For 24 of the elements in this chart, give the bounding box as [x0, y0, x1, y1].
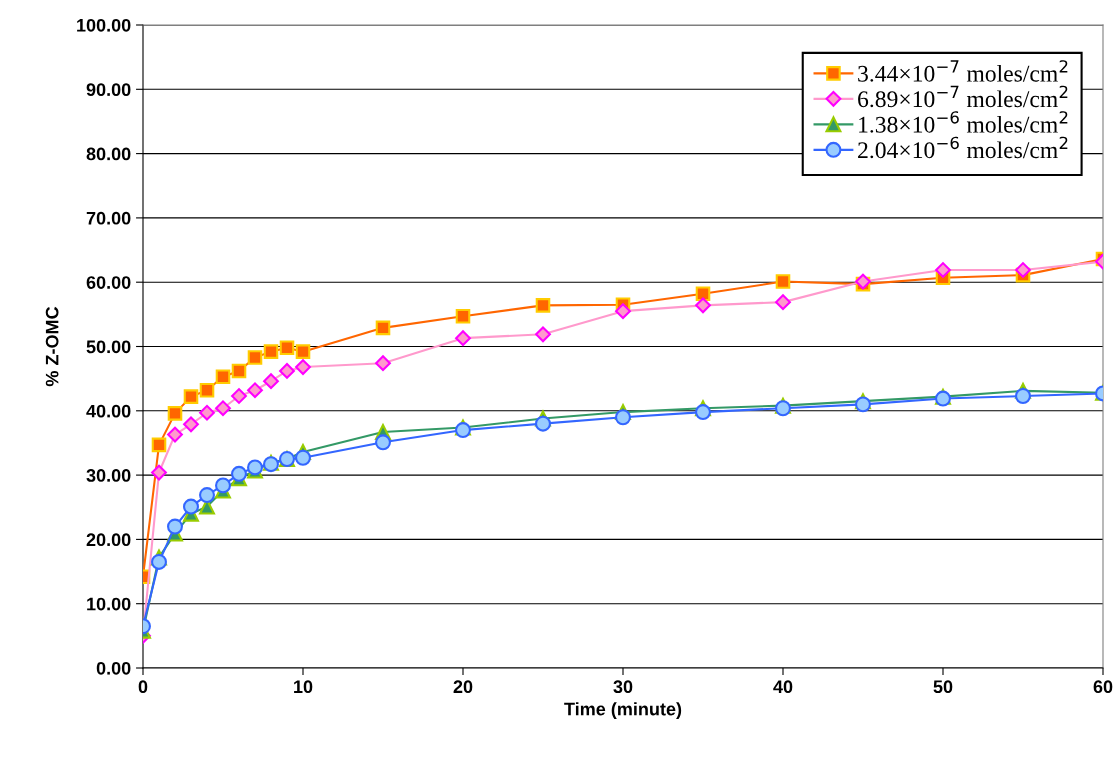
y-tick-label: 40.00 [86, 404, 131, 418]
x-tick-label: 10 [294, 680, 313, 694]
x-axis-title: Time (minute) [564, 702, 682, 720]
y-tick-label: 90.00 [86, 83, 131, 97]
legend-label: 1.38×10$^{−6}$ moles/cm$^{2}$ [859, 111, 1068, 133]
y-tick-label: 20.00 [86, 533, 131, 547]
y-tick-label: 10.00 [87, 597, 131, 611]
x-tick-label: 0 [138, 680, 148, 694]
y-tick-label: 50.00 [86, 340, 131, 354]
legend-label: 6.89×10$^{−7}$ moles/cm$^{2}$ [858, 85, 1068, 108]
y-tick-label: 80.00 [86, 147, 131, 161]
legend-label: 3.44×10$^{−7}$ moles/cm$^{2}$ [858, 60, 1068, 82]
x-tick-label: 60 [1093, 680, 1113, 694]
x-tick-label: 50 [933, 680, 953, 694]
y-tick-label: 100.00 [77, 18, 131, 32]
x-tick-label: 30 [613, 680, 633, 694]
y-tick-label: 70.00 [86, 211, 131, 225]
legend-label: 2.04×10$^{−6}$ moles/cm$^{2}$ [858, 136, 1068, 159]
x-tick-label: 40 [773, 680, 793, 694]
y-tick-label: 0.00 [96, 661, 131, 675]
x-tick-label: 20 [453, 680, 473, 694]
y-tick-label: 30.00 [86, 469, 131, 482]
y-tick-label: 60.00 [86, 276, 131, 289]
y-axis-title: % Z-OMC [45, 306, 59, 387]
